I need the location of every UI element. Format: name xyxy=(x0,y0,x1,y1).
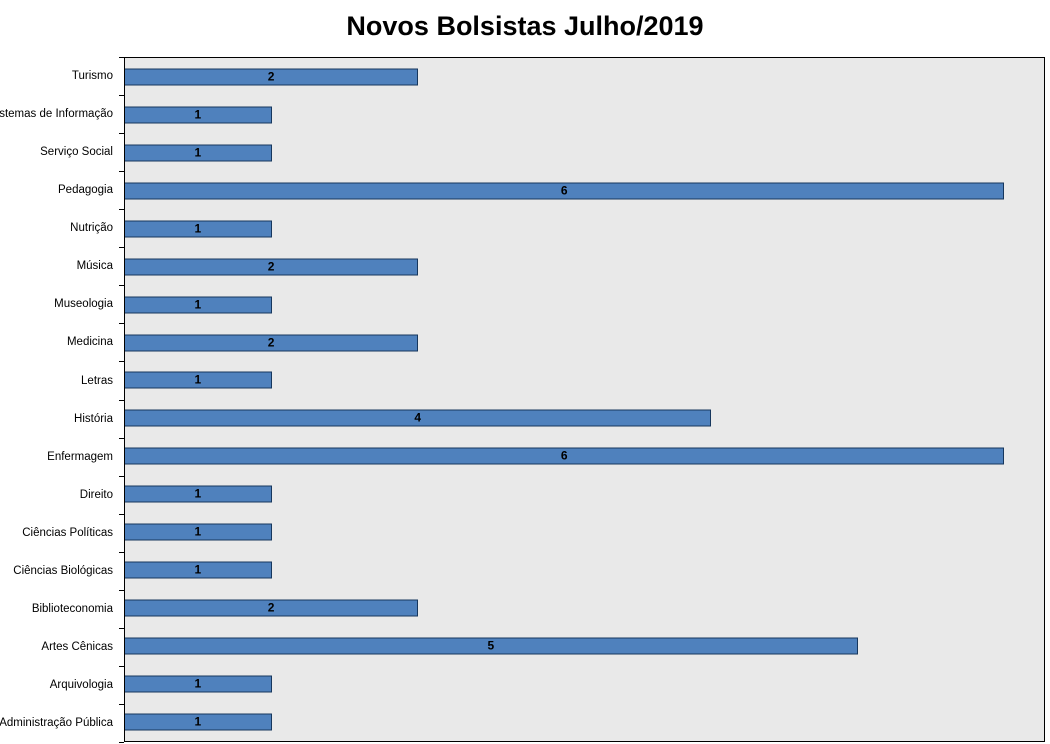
category-label: Ciências Biológicas xyxy=(13,564,113,577)
category-label: Direito xyxy=(79,488,113,501)
category-label: Letras xyxy=(81,374,113,387)
chart-row: 1 xyxy=(125,475,1044,513)
tick-mark xyxy=(119,665,124,667)
bar: 4 xyxy=(125,409,712,427)
bar: 1 xyxy=(125,713,272,731)
category-label: Arquivologia xyxy=(49,679,113,692)
bar-value-label: 2 xyxy=(267,259,275,274)
bar-value-label: 4 xyxy=(414,410,421,425)
bar-value-label: 6 xyxy=(560,448,568,463)
bar-value-label: 1 xyxy=(194,562,202,577)
chart-title: Novos Bolsistas Julho/2019 xyxy=(346,11,704,41)
bar-value-label: 1 xyxy=(194,221,202,236)
category-label: Administração Pública xyxy=(0,717,113,730)
bar-value-label: 1 xyxy=(194,107,202,122)
bar: 1 xyxy=(125,144,272,162)
category-label: Medicina xyxy=(66,336,113,349)
bar-value-label: 1 xyxy=(194,524,202,539)
bar: 6 xyxy=(125,447,1005,465)
chart-row: 1 xyxy=(125,513,1044,551)
bar-value-label: 1 xyxy=(194,297,202,312)
bar: 2 xyxy=(125,599,419,617)
tick-mark xyxy=(119,247,124,249)
chart-row: 1 xyxy=(125,134,1044,172)
bar: 1 xyxy=(125,485,272,503)
chart-row: 2 xyxy=(125,324,1044,362)
bar: 1 xyxy=(125,220,272,238)
tick-mark xyxy=(119,627,124,629)
chart-row: 1 xyxy=(125,551,1044,589)
category-label: Ciências Políticas xyxy=(22,526,113,539)
category-label: Turismo xyxy=(71,70,113,83)
tick-mark xyxy=(119,475,124,477)
bar-value-label: 5 xyxy=(487,638,495,653)
bar-value-label: 1 xyxy=(194,372,202,387)
bar: 2 xyxy=(125,68,419,86)
chart-row: 1 xyxy=(125,665,1044,703)
chart-row: 2 xyxy=(125,248,1044,286)
tick-mark xyxy=(119,133,124,135)
category-label: Nutrição xyxy=(70,222,113,235)
chart-row: 2 xyxy=(125,589,1044,627)
bar: 2 xyxy=(125,334,419,352)
bar: 5 xyxy=(125,637,858,655)
category-label: Sistemas de Informação xyxy=(0,108,113,121)
bar-value-label: 1 xyxy=(194,676,202,691)
bar-value-label: 2 xyxy=(267,69,275,84)
bar-value-label: 1 xyxy=(194,486,202,501)
tick-mark xyxy=(119,551,124,553)
bar: 1 xyxy=(125,106,272,124)
bar: 1 xyxy=(125,675,272,693)
chart-row: 5 xyxy=(125,627,1044,665)
bar-value-label: 2 xyxy=(267,600,275,615)
tick-mark xyxy=(119,513,124,515)
tick-mark xyxy=(119,285,124,287)
chart-row: 6 xyxy=(125,172,1044,210)
tick-mark xyxy=(119,437,124,439)
category-label: História xyxy=(74,412,113,425)
tick-mark xyxy=(119,171,124,173)
tick-mark xyxy=(119,57,124,58)
tick-mark xyxy=(119,703,124,705)
bar-value-label: 1 xyxy=(194,714,202,729)
tick-mark xyxy=(119,399,124,401)
bar: 1 xyxy=(125,523,272,541)
category-label: Serviço Social xyxy=(40,146,113,159)
chart-row: 4 xyxy=(125,399,1044,437)
category-label: Biblioteconomia xyxy=(31,602,113,615)
tick-mark xyxy=(119,323,124,325)
chart-row: 1 xyxy=(125,210,1044,248)
category-label: Música xyxy=(76,260,113,273)
chart-row: 6 xyxy=(125,437,1044,475)
bar: 1 xyxy=(125,561,272,579)
bar: 1 xyxy=(125,371,272,389)
chart-row: 1 xyxy=(125,286,1044,324)
bar: 1 xyxy=(125,296,272,314)
category-axis: Turismo Sistemas de Informação Serviço Soc… xyxy=(0,57,119,742)
tick-mark xyxy=(119,742,124,743)
bar-value-label: 6 xyxy=(560,183,568,198)
category-label: Artes Cênicas xyxy=(41,640,113,653)
tick-mark xyxy=(119,95,124,97)
bar: 2 xyxy=(125,258,419,276)
category-label: Museologia xyxy=(54,298,113,311)
chart-row: 1 xyxy=(125,362,1044,400)
tick-mark xyxy=(119,209,124,211)
category-label: Enfermagem xyxy=(47,450,113,463)
chart-row: 1 xyxy=(125,96,1044,134)
bar-value-label: 1 xyxy=(194,145,202,160)
bar-value-label: 2 xyxy=(267,335,275,350)
chart-row: 2 xyxy=(125,58,1044,96)
category-label: Pedagogia xyxy=(58,184,113,197)
tick-mark xyxy=(119,589,124,591)
bar: 6 xyxy=(125,182,1005,200)
chart-row: 1 xyxy=(125,703,1044,741)
tick-mark xyxy=(119,361,124,363)
